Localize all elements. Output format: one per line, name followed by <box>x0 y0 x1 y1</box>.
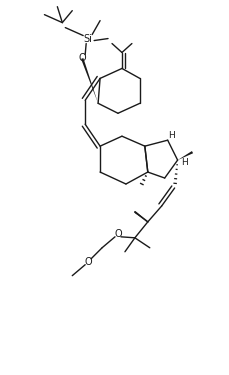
Text: Si: Si <box>83 33 92 44</box>
Polygon shape <box>81 58 98 104</box>
Text: O: O <box>114 229 121 239</box>
Text: H: H <box>180 158 187 166</box>
Polygon shape <box>134 211 147 222</box>
Text: O: O <box>84 257 92 267</box>
Text: H: H <box>168 131 174 140</box>
Polygon shape <box>177 151 192 160</box>
Text: O: O <box>78 54 86 63</box>
